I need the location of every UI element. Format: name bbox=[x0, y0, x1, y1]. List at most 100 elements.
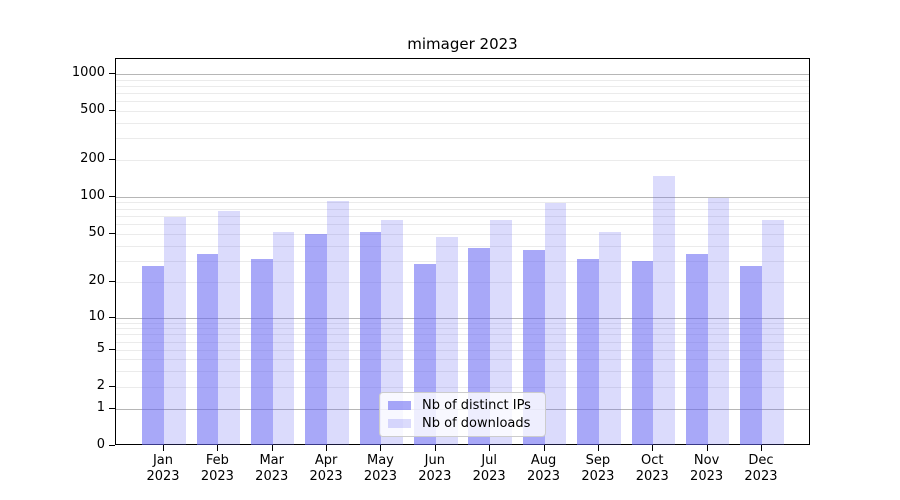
bar-distinct-ips-oct bbox=[631, 260, 654, 445]
minor-gridline bbox=[116, 322, 809, 324]
x-tick-mark bbox=[489, 445, 491, 451]
bar-downloads-jul bbox=[490, 219, 512, 445]
x-tick-mark bbox=[326, 445, 328, 451]
y-tick-mark bbox=[109, 445, 115, 446]
bar-downloads-apr bbox=[327, 201, 349, 445]
x-tick-label-oct: Oct 2023 bbox=[635, 453, 669, 484]
y-tick-mark bbox=[109, 73, 115, 74]
bar-downloads-aug bbox=[544, 202, 567, 445]
y-tick-label: 0 bbox=[96, 437, 105, 452]
x-tick-mark bbox=[380, 445, 382, 451]
bar-downloads-feb bbox=[218, 211, 241, 445]
bar-distinct-ips-may bbox=[359, 231, 382, 445]
minor-gridline bbox=[116, 260, 809, 262]
y-tick-mark bbox=[109, 233, 115, 234]
y-tick-label: 1 bbox=[96, 400, 105, 415]
bar-distinct-ips-jan bbox=[142, 266, 164, 445]
major-gridline bbox=[116, 196, 809, 198]
y-tick-mark bbox=[109, 386, 115, 387]
minor-gridline bbox=[116, 85, 809, 87]
x-tick-mark bbox=[217, 445, 219, 451]
minor-gridline bbox=[116, 334, 809, 336]
minor-gridline bbox=[116, 208, 809, 210]
minor-gridline bbox=[116, 122, 809, 124]
plot-area bbox=[115, 58, 810, 445]
bar-distinct-ips-feb bbox=[196, 254, 219, 445]
legend-label-downloads: Nb of downloads bbox=[422, 416, 531, 431]
x-tick-label-mar: Mar 2023 bbox=[255, 453, 289, 484]
minor-gridline bbox=[116, 234, 809, 235]
minor-gridline bbox=[116, 387, 809, 388]
minor-gridline bbox=[116, 138, 809, 140]
minor-gridline bbox=[116, 370, 809, 372]
x-tick-mark bbox=[434, 445, 436, 451]
y-tick-mark bbox=[109, 110, 115, 111]
y-tick-mark bbox=[109, 349, 115, 350]
bar-downloads-mar bbox=[272, 231, 295, 445]
minor-gridline bbox=[116, 79, 809, 81]
x-tick-mark bbox=[706, 445, 708, 451]
y-tick-mark bbox=[109, 317, 115, 318]
bar-distinct-ips-nov bbox=[685, 254, 708, 445]
bar-distinct-ips-apr bbox=[305, 234, 328, 445]
x-tick-mark bbox=[543, 445, 545, 451]
minor-gridline bbox=[116, 350, 809, 351]
bar-distinct-ips-dec bbox=[740, 266, 762, 445]
y-tick-mark bbox=[109, 281, 115, 282]
x-tick-label-feb: Feb 2023 bbox=[200, 453, 234, 484]
legend-label-distinct-ips: Nb of distinct IPs bbox=[422, 398, 531, 413]
legend-entry-downloads: Nb of downloads bbox=[388, 416, 537, 431]
x-tick-label-jun: Jun 2023 bbox=[418, 453, 452, 484]
x-tick-label-aug: Aug 2023 bbox=[526, 453, 561, 484]
y-tick-label: 10 bbox=[88, 309, 105, 324]
y-tick-label: 50 bbox=[88, 225, 105, 240]
x-tick-label-dec: Dec 2023 bbox=[744, 453, 778, 484]
bar-downloads-may bbox=[381, 219, 404, 445]
bar-downloads-sep bbox=[598, 231, 621, 445]
minor-gridline bbox=[116, 101, 809, 103]
minor-gridline bbox=[116, 282, 809, 283]
x-tick-mark bbox=[271, 445, 273, 451]
bar-distinct-ips-mar bbox=[250, 259, 273, 445]
minor-gridline bbox=[116, 359, 809, 360]
x-tick-mark bbox=[163, 445, 164, 451]
x-tick-label-jan: Jan 2023 bbox=[146, 453, 180, 484]
y-tick-mark bbox=[109, 195, 115, 197]
bar-downloads-dec bbox=[761, 219, 784, 445]
legend-entry-distinct-ips: Nb of distinct IPs bbox=[388, 398, 537, 413]
minor-gridline bbox=[116, 93, 809, 95]
chart-title: mimager 2023 bbox=[407, 35, 518, 53]
minor-gridline bbox=[116, 245, 809, 247]
minor-gridline bbox=[116, 341, 809, 343]
y-tick-label: 2 bbox=[96, 378, 105, 393]
y-tick-label: 500 bbox=[80, 102, 105, 117]
minor-gridline bbox=[116, 111, 809, 112]
minor-gridline bbox=[116, 202, 809, 204]
x-tick-label-apr: Apr 2023 bbox=[309, 453, 343, 484]
x-tick-label-jul: Jul 2023 bbox=[472, 453, 506, 484]
x-tick-label-sep: Sep 2023 bbox=[581, 453, 615, 484]
x-tick-mark bbox=[652, 445, 654, 451]
y-tick-mark bbox=[109, 408, 115, 409]
minor-gridline bbox=[116, 328, 809, 330]
legend: Nb of distinct IPs Nb of downloads bbox=[379, 392, 546, 437]
bar-downloads-oct bbox=[653, 175, 675, 445]
y-tick-label: 20 bbox=[88, 273, 105, 288]
bar-distinct-ips-sep bbox=[577, 259, 599, 445]
bar-downloads-nov bbox=[707, 198, 730, 445]
major-gridline bbox=[116, 318, 809, 319]
minor-gridline bbox=[116, 224, 809, 226]
downloads-swatch bbox=[388, 419, 411, 428]
x-tick-label-nov: Nov 2023 bbox=[690, 453, 724, 484]
y-tick-label: 200 bbox=[80, 150, 105, 166]
y-tick-label: 1000 bbox=[71, 65, 105, 80]
x-tick-mark bbox=[760, 445, 762, 451]
minor-gridline bbox=[116, 215, 809, 217]
y-tick-mark bbox=[109, 158, 115, 160]
major-gridline bbox=[116, 74, 809, 75]
x-tick-label-may: May 2023 bbox=[363, 453, 397, 484]
distinct-ips-swatch bbox=[388, 401, 411, 410]
y-tick-label: 100 bbox=[80, 187, 105, 203]
bar-downloads-jan bbox=[164, 217, 186, 445]
